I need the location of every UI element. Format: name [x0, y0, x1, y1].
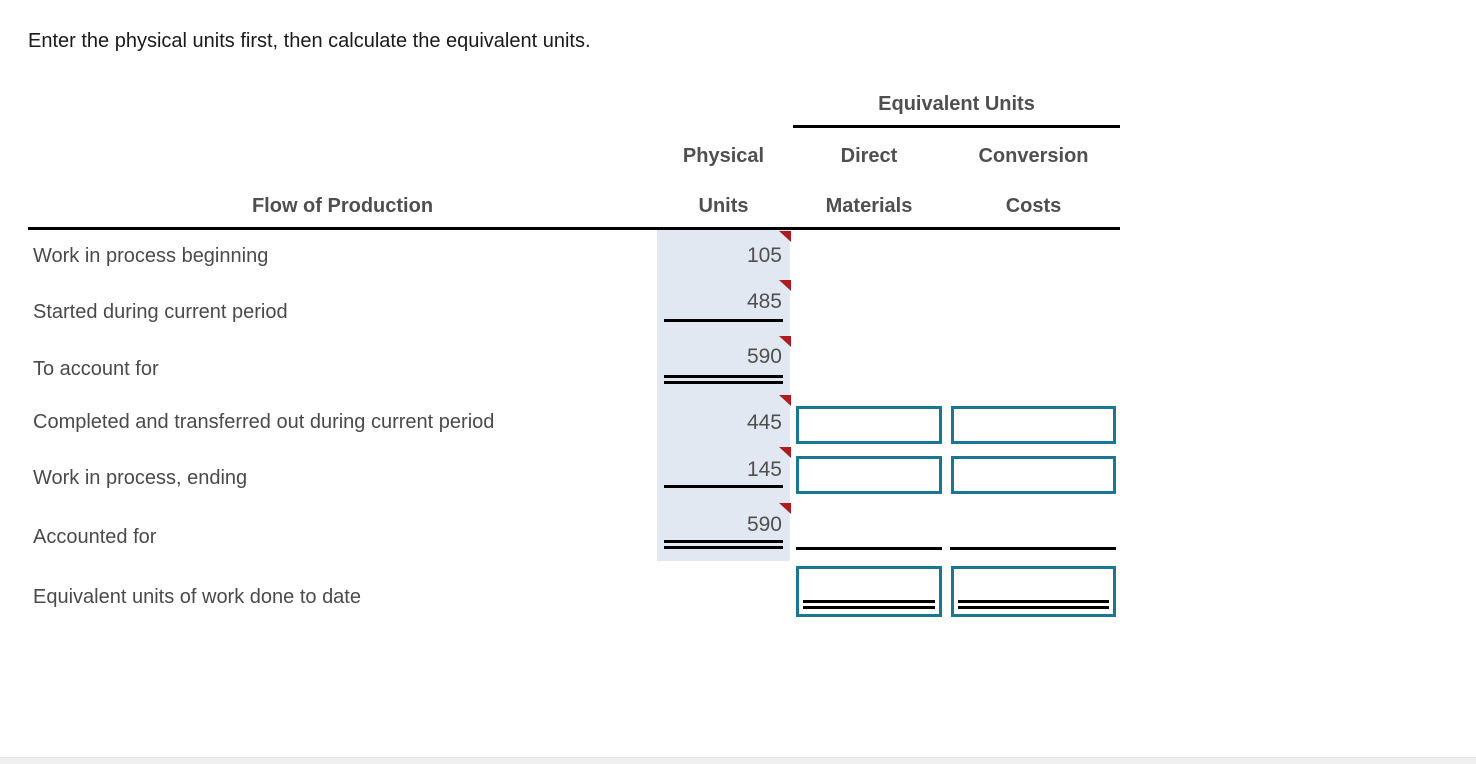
flow-of-production-header: Flow of Production: [251, 195, 434, 217]
physical-units-completed: 445: [746, 411, 782, 434]
total-rule-accounted-for-1: [664, 540, 783, 543]
conversion-costs-header-line1: Conversion: [978, 145, 1089, 167]
answer-marker-icon: [779, 447, 791, 458]
answer-marker-icon: [779, 231, 791, 242]
equivalent-units-underline: [793, 125, 1120, 128]
physical-units-accounted-for: 590: [746, 513, 782, 536]
row-label-work-in-process-beginning: Work in process beginning: [33, 245, 269, 267]
subtotal-rule-ending: [664, 485, 783, 488]
row-label-equivalent-units-to-date: Equivalent units of work done to date: [33, 586, 361, 608]
physical-units-header-line2: Units: [698, 195, 749, 217]
accounted-for-rule-conversion-costs: [950, 547, 1116, 550]
answer-marker-icon: [779, 395, 791, 406]
subtotal-rule-started: [664, 319, 783, 322]
physical-units-wip-ending: 145: [746, 458, 782, 481]
physical-units-started: 485: [746, 290, 782, 313]
answer-marker-icon: [779, 336, 791, 347]
total-direct-materials-input[interactable]: [796, 566, 942, 617]
table-header-rule: [28, 227, 1120, 230]
grand-total-rule-line: [958, 600, 1109, 603]
row-label-work-in-process-ending: Work in process, ending: [33, 467, 248, 489]
conversion-costs-header-line2: Costs: [1005, 195, 1062, 217]
answer-marker-icon: [779, 280, 791, 291]
grand-total-rule-line: [803, 600, 935, 603]
scroll-area-edge: [0, 757, 1476, 764]
grand-total-rule-line: [803, 606, 935, 609]
answer-marker-icon: [779, 503, 791, 514]
grand-total-rule-line: [958, 606, 1109, 609]
accounted-for-rule-direct-materials: [796, 547, 942, 550]
physical-units-header-line1: Physical: [682, 145, 765, 167]
instruction-text: Enter the physical units first, then cal…: [28, 30, 591, 52]
total-rule-to-account-for-2: [664, 381, 783, 384]
direct-materials-header-line1: Direct: [840, 145, 898, 167]
physical-units-to-account-for: 590: [746, 345, 782, 368]
ending-direct-materials-input[interactable]: [796, 456, 942, 494]
completed-conversion-costs-input[interactable]: [951, 406, 1116, 444]
total-rule-to-account-for-1: [664, 375, 783, 378]
row-label-to-account-for: To account for: [33, 358, 159, 380]
row-label-completed-transferred-out: Completed and transferred out during cur…: [33, 411, 495, 433]
total-rule-accounted-for-2: [664, 546, 783, 549]
completed-direct-materials-input[interactable]: [796, 406, 942, 444]
physical-units-column-highlight: [657, 230, 790, 561]
row-label-accounted-for: Accounted for: [33, 526, 157, 548]
ending-conversion-costs-input[interactable]: [951, 456, 1116, 494]
direct-materials-header-line2: Materials: [825, 195, 913, 217]
total-conversion-costs-input[interactable]: [951, 566, 1116, 617]
equivalent-units-group-header: Equivalent Units: [878, 93, 1035, 115]
row-label-started-during-period: Started during current period: [33, 301, 288, 323]
physical-units-wip-beginning: 105: [746, 244, 782, 267]
